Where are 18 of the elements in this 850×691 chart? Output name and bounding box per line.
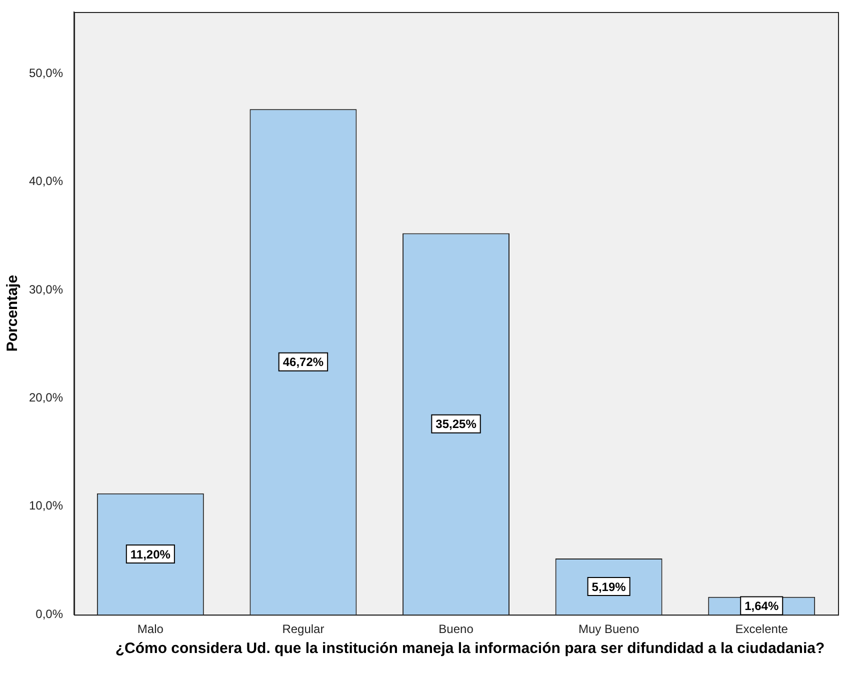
x-tick-label: Excelente — [735, 622, 788, 636]
y-tick-label: 30,0% — [28, 282, 64, 296]
data-label: 46,72% — [282, 355, 324, 370]
data-label: 11,20% — [130, 547, 171, 562]
y-tick-label: 40,0% — [28, 174, 64, 188]
y-tick-label: 20,0% — [28, 390, 64, 405]
data-label: 35,25% — [436, 417, 477, 432]
y-axis-title: Porcentaje — [4, 274, 22, 352]
x-axis-title: ¿Cómo considera Ud. que la institución maneja la información para ser difundidad a la ciudadania? — [114, 640, 826, 657]
x-tick-label: Regular — [282, 622, 324, 636]
x-tick-label: Muy Bueno — [578, 622, 640, 636]
x-tick-label: Bueno — [438, 622, 474, 636]
data-label: 1,64% — [744, 599, 779, 614]
y-tick-label: 0,0% — [36, 606, 64, 621]
y-tick-label: 50,0% — [28, 66, 64, 80]
y-tick-label: 10,0% — [28, 498, 64, 513]
x-tick-label: Malo — [137, 622, 164, 636]
data-label: 5,19% — [592, 580, 626, 594]
